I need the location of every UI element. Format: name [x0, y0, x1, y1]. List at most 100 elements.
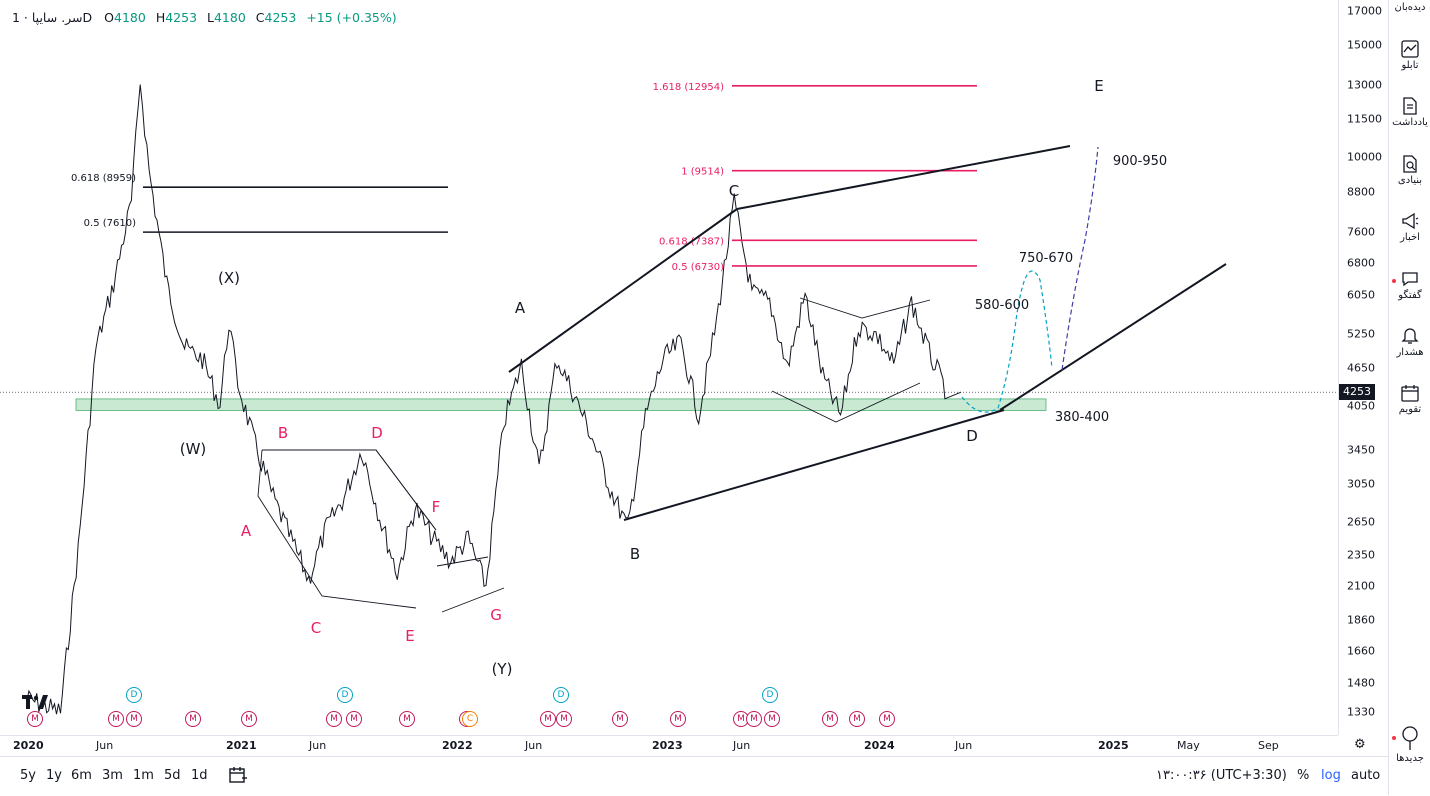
price-tick-label: 3050: [1347, 477, 1375, 491]
triangle-lower: [257, 449, 417, 609]
whats-new-icon: [1402, 726, 1418, 750]
chat-icon: [1402, 272, 1418, 287]
event-marker-d[interactable]: D: [762, 687, 778, 703]
event-marker-m[interactable]: M: [126, 711, 142, 727]
alert-icon: [1401, 328, 1419, 344]
high-label: H: [155, 10, 166, 25]
event-marker-d[interactable]: D: [337, 687, 353, 703]
event-marker-m[interactable]: M: [399, 711, 415, 727]
range-6m-button[interactable]: 6m: [71, 768, 92, 783]
sidebar-item-label: جدیدها: [1396, 753, 1424, 764]
time-tick-label: Jun: [309, 739, 327, 752]
open-value: 4180: [114, 10, 146, 25]
event-marker-m[interactable]: M: [733, 711, 749, 727]
log-scale-button[interactable]: log: [1321, 768, 1341, 783]
price-tick-label: 5250: [1347, 327, 1375, 341]
time-tick-label: Jun: [525, 739, 543, 752]
sidebar-item-watchlist[interactable]: دیده‌بان: [1389, 2, 1430, 13]
sidebar-item-label: بنیادی: [1397, 175, 1423, 186]
sidebar-item-label: گفتگو: [1398, 290, 1422, 301]
event-marker-m[interactable]: M: [746, 711, 762, 727]
open-label: O: [104, 10, 115, 25]
auto-scale-button[interactable]: auto: [1351, 768, 1381, 783]
diamond-top: [799, 297, 931, 319]
support-zone: [75, 398, 1047, 411]
wave-label-black: C: [729, 182, 739, 200]
price-tick-label: 15000: [1347, 38, 1382, 52]
event-marker-m[interactable]: M: [346, 711, 362, 727]
event-marker-m[interactable]: M: [108, 711, 124, 727]
price-tick-label: 2650: [1347, 515, 1375, 529]
wave-label-black: (X): [218, 269, 240, 287]
chart-area[interactable]: 0.618 (8959) 0.5 (7610) 1.618 (12954) 1 (95…: [0, 0, 1338, 735]
time-tick-label: Jun: [955, 739, 973, 752]
change-value: +15 (+0.35%): [306, 10, 397, 25]
event-marker-m[interactable]: M: [27, 711, 43, 727]
sidebar-item-label: هشدار: [1396, 347, 1424, 358]
tradingview-logo-icon[interactable]: [22, 693, 48, 713]
range-1d-button[interactable]: 1d: [191, 768, 208, 783]
price-tick-label: 1860: [1347, 613, 1375, 627]
symbol-name[interactable]: سر. سایپا · 1D: [12, 10, 93, 25]
time-tick-label: Jun: [733, 739, 751, 752]
low-value: 4180: [213, 10, 246, 25]
target-label: 380-400: [1055, 410, 1109, 425]
current-price-badge: 4253: [1339, 384, 1375, 401]
event-marker-m[interactable]: M: [849, 711, 865, 727]
event-marker-c[interactable]: C: [462, 711, 478, 727]
fib-label-right: 1.618 (12954): [653, 82, 725, 93]
wave-label-black: (Y): [492, 660, 513, 678]
diamond-bottom: [771, 382, 921, 423]
fib-label-right: 0.5 (6730): [672, 262, 724, 273]
event-marker-m[interactable]: M: [670, 711, 686, 727]
date-range-calendar-icon[interactable]: [228, 766, 248, 788]
sidebar-item-fundamental[interactable]: بنیادی: [1389, 155, 1430, 186]
range-5y-button[interactable]: 5y: [20, 768, 36, 783]
wave-label-pink: B: [278, 424, 288, 442]
wave-label-pink: E: [405, 627, 414, 645]
price-chart[interactable]: 0.618 (8959) 0.5 (7610) 1.618 (12954) 1 (95…: [0, 0, 1338, 735]
percent-scale-button[interactable]: %: [1297, 768, 1310, 783]
time-axis[interactable]: 2020 Jun 2021 Jun 2022 Jun 2023 Jun 2024 Jun 2025 M…: [0, 735, 1338, 756]
event-marker-m[interactable]: M: [540, 711, 556, 727]
price-tick-label: 8800: [1347, 185, 1375, 199]
price-axis[interactable]: 17000 15000 13000 11500 10000 8800 7600 6800 605…: [1338, 0, 1389, 735]
event-marker-m[interactable]: M: [556, 711, 572, 727]
sidebar-item-notes[interactable]: یادداشت: [1389, 97, 1430, 128]
event-marker-m[interactable]: M: [879, 711, 895, 727]
sidebar-item-label: تقویم: [1398, 404, 1422, 415]
notification-dot: [1392, 736, 1396, 740]
flag-lower: [441, 587, 505, 613]
event-marker-d[interactable]: D: [126, 687, 142, 703]
event-marker-m[interactable]: M: [822, 711, 838, 727]
trendline-upper-a: [508, 208, 738, 373]
time-tick-label: 2023: [652, 739, 683, 752]
range-3m-button[interactable]: 3m: [102, 768, 123, 783]
flag-upper: [436, 556, 489, 567]
sidebar-item-news[interactable]: اخبار: [1389, 212, 1430, 243]
sidebar-item-whats-new[interactable]: جدیدها: [1389, 725, 1430, 764]
event-marker-m[interactable]: M: [764, 711, 780, 727]
event-marker-d[interactable]: D: [553, 687, 569, 703]
fib-label-right: 1 (9514): [681, 167, 724, 178]
high-value: 4253: [165, 10, 198, 25]
event-marker-m[interactable]: M: [326, 711, 342, 727]
triangle-upper: [262, 449, 437, 531]
wave-label-pink: G: [490, 606, 502, 624]
sidebar-item-chat[interactable]: گفتگو: [1389, 270, 1430, 301]
event-marker-m[interactable]: M: [241, 711, 257, 727]
range-1m-button[interactable]: 1m: [133, 768, 154, 783]
wave-label-black: (W): [180, 440, 207, 458]
symbol-legend: سر. سایپا · 1D O4180 H4253 L4180 C4253 +…: [12, 10, 397, 25]
price-tick-label: 4050: [1347, 399, 1375, 413]
range-5d-button[interactable]: 5d: [164, 768, 181, 783]
sidebar-item-calendar[interactable]: تقویم: [1389, 384, 1430, 415]
sidebar-item-board[interactable]: تابلو: [1389, 40, 1430, 71]
price-series-line: [24, 84, 962, 715]
settings-gear-icon[interactable]: ⚙: [1354, 737, 1366, 752]
event-marker-m[interactable]: M: [185, 711, 201, 727]
range-1y-button[interactable]: 1y: [46, 768, 62, 783]
clock-timezone[interactable]: ۱۳:۰۰:۳۶ (UTC+3:30): [1156, 768, 1287, 783]
sidebar-item-alerts[interactable]: هشدار: [1389, 327, 1430, 358]
event-marker-m[interactable]: M: [612, 711, 628, 727]
